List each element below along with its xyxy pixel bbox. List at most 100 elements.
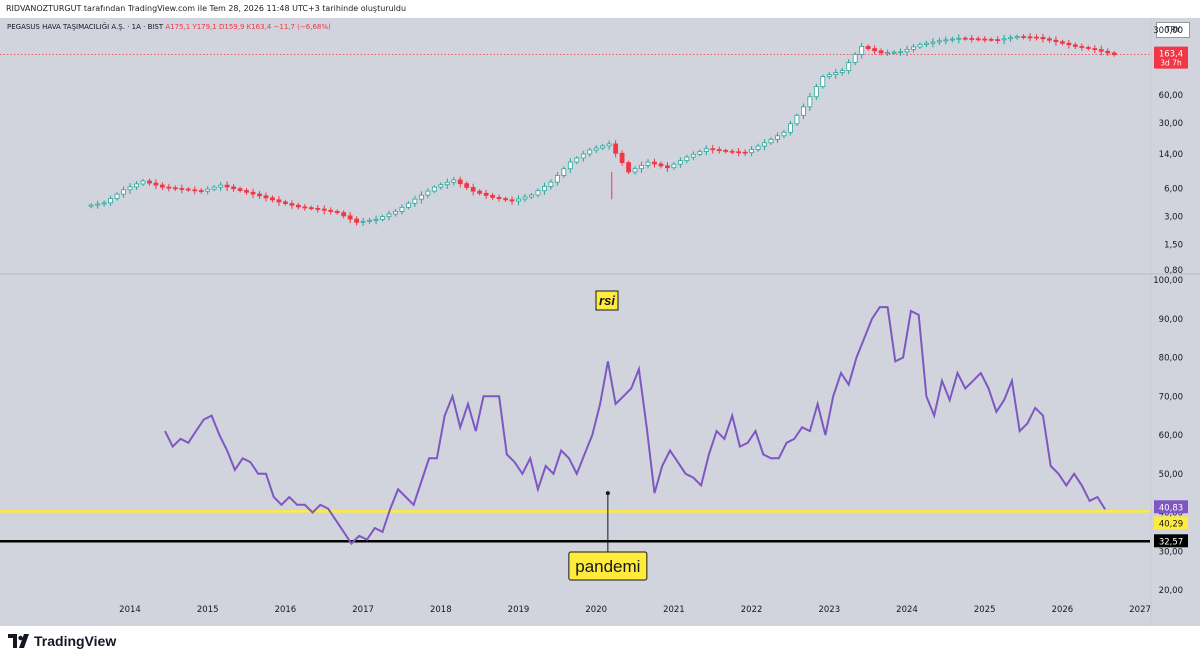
candle-body — [1021, 36, 1026, 38]
candle — [289, 200, 295, 209]
candle-body — [924, 42, 929, 45]
price-tick-label: 60,00 — [1159, 91, 1183, 101]
symbol-legend[interactable]: PEGASUS HAVA TAŞIMACILIĞI A.Ş. · 1A · BI… — [7, 23, 331, 31]
candle-body — [697, 151, 703, 155]
candle-body — [632, 168, 638, 173]
candle — [742, 149, 748, 156]
price-tick-label: 300,00 — [1153, 26, 1183, 36]
candle — [949, 36, 955, 43]
candle-body — [613, 143, 619, 154]
price-tick-label: 14,00 — [1159, 150, 1183, 160]
candle — [554, 172, 560, 186]
candle-body — [542, 186, 547, 192]
candle-body — [257, 193, 262, 197]
rsi-label-box — [595, 290, 619, 311]
candle — [1053, 36, 1059, 46]
candle-body — [775, 135, 780, 140]
candle — [690, 151, 696, 161]
candle-body — [101, 202, 107, 205]
candle-body — [490, 194, 496, 198]
candle — [134, 181, 139, 190]
candle-body — [671, 163, 677, 169]
candle-body — [153, 182, 159, 186]
candle — [295, 202, 301, 210]
candle-body — [198, 190, 204, 192]
candle — [697, 149, 703, 157]
pandemi-label-box — [568, 551, 648, 581]
candle — [988, 37, 994, 42]
candle-body — [982, 38, 988, 41]
candle-body — [1008, 37, 1013, 40]
candle — [975, 36, 981, 42]
rsi-value-badge — [1154, 534, 1188, 548]
candle-body — [723, 150, 729, 152]
candle-body — [593, 147, 599, 151]
rsi-value-badge-label: 40,83 — [1159, 503, 1183, 513]
rsi-tick-label: 80,00 — [1159, 354, 1183, 364]
candle — [231, 184, 237, 192]
candle — [431, 185, 437, 194]
time-tick-label: 2020 — [585, 605, 607, 615]
last-price-countdown: 3d 7h — [1160, 59, 1182, 68]
candle — [580, 150, 586, 162]
candle-body — [878, 50, 884, 54]
tradingview-logo[interactable]: TradingView — [8, 631, 116, 651]
candle-body — [431, 186, 437, 192]
candle-body — [205, 188, 211, 192]
candle — [593, 145, 599, 154]
candle — [749, 146, 754, 157]
candle — [399, 204, 405, 215]
candle — [807, 92, 813, 111]
candle-body — [263, 195, 269, 199]
candle-body — [995, 39, 1001, 42]
candle — [716, 146, 722, 154]
candle — [574, 156, 580, 165]
candle-body — [807, 96, 813, 108]
candle — [1040, 34, 1046, 43]
candle-body — [457, 179, 463, 185]
rsi-label-text: rsi — [599, 293, 615, 308]
candle-body — [872, 48, 878, 52]
candle-body — [412, 198, 418, 204]
candle — [943, 36, 949, 45]
chart-panel[interactable] — [0, 18, 1200, 626]
candle-body — [755, 145, 761, 150]
candle-body — [716, 149, 722, 151]
candle-body — [406, 202, 411, 208]
price-tick-label: 0,80 — [1164, 266, 1183, 276]
candle — [425, 188, 431, 199]
candle — [282, 199, 288, 206]
candle-body — [904, 48, 910, 53]
candle-body — [276, 199, 282, 203]
candle-body — [192, 189, 198, 192]
candle-body — [619, 152, 625, 164]
candle-body — [250, 191, 256, 195]
candle-body — [554, 175, 560, 183]
candle — [535, 188, 541, 198]
candle-body — [949, 38, 955, 41]
candle-body — [315, 207, 321, 210]
candle — [1060, 39, 1065, 46]
candle-body — [1034, 36, 1039, 39]
candle — [477, 189, 483, 196]
candle-body — [341, 212, 347, 217]
candle — [159, 182, 165, 191]
currency-box[interactable]: TRY — [1156, 22, 1190, 38]
candle-body — [788, 123, 793, 133]
candle-body — [826, 74, 832, 77]
candle-body — [88, 204, 94, 207]
candle — [354, 216, 360, 226]
rsi-value-badge-label: 32,57 — [1159, 537, 1183, 547]
candle-body — [444, 181, 450, 186]
candle-body — [1072, 44, 1078, 47]
candle — [788, 120, 793, 136]
candle-body — [399, 206, 405, 212]
candle — [1008, 34, 1013, 42]
candle-body — [684, 156, 690, 162]
candle — [645, 159, 651, 169]
candle-body — [781, 131, 787, 137]
candle — [833, 68, 839, 79]
candle — [490, 192, 496, 201]
candle — [270, 195, 275, 203]
candle-body — [308, 207, 314, 210]
